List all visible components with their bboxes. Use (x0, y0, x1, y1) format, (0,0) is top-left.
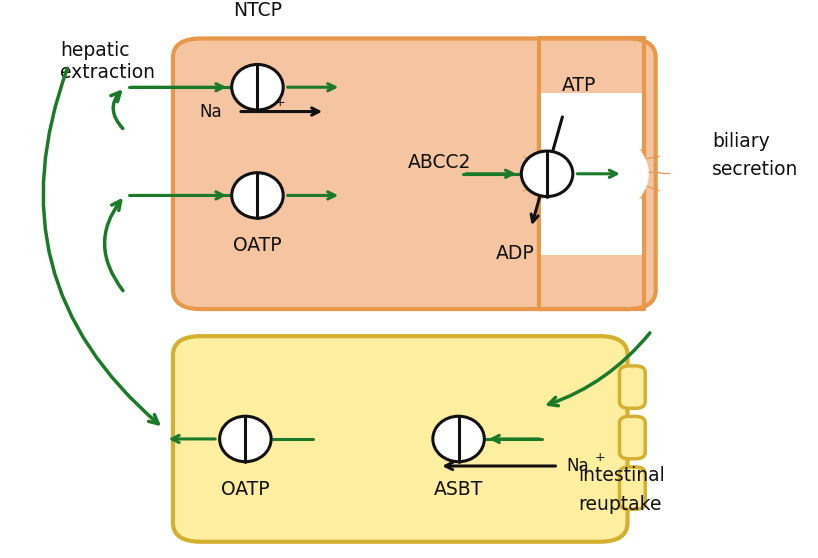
Ellipse shape (433, 416, 484, 461)
Text: NTCP: NTCP (233, 1, 282, 20)
Text: secretion: secretion (712, 160, 798, 179)
Ellipse shape (534, 129, 649, 218)
Text: extraction: extraction (61, 63, 155, 82)
Polygon shape (523, 157, 568, 170)
Polygon shape (582, 140, 600, 160)
Bar (541, 93, 642, 149)
Text: ADP: ADP (496, 244, 534, 263)
Polygon shape (615, 157, 659, 170)
Polygon shape (624, 170, 670, 177)
Text: intestinal: intestinal (578, 466, 665, 485)
Text: reuptake: reuptake (578, 494, 662, 513)
Polygon shape (513, 170, 559, 177)
Polygon shape (523, 177, 568, 191)
Text: +: + (274, 97, 285, 109)
Ellipse shape (521, 151, 573, 196)
Text: ASBT: ASBT (434, 479, 483, 498)
Text: OATP: OATP (221, 479, 270, 498)
Polygon shape (582, 188, 600, 208)
Text: hepatic: hepatic (61, 41, 130, 60)
Circle shape (558, 151, 625, 196)
Polygon shape (600, 184, 631, 204)
Bar (541, 199, 642, 255)
Ellipse shape (220, 416, 271, 461)
Text: Na: Na (200, 103, 222, 121)
FancyBboxPatch shape (173, 39, 656, 309)
Text: biliary: biliary (712, 132, 770, 151)
FancyBboxPatch shape (173, 336, 627, 542)
FancyBboxPatch shape (619, 416, 645, 459)
Text: ABCC2: ABCC2 (408, 153, 471, 172)
Polygon shape (552, 144, 582, 163)
FancyBboxPatch shape (619, 467, 645, 509)
Text: Na: Na (566, 457, 589, 475)
Polygon shape (600, 144, 631, 163)
Text: +: + (595, 451, 605, 464)
Ellipse shape (231, 65, 283, 110)
FancyBboxPatch shape (619, 366, 645, 408)
Text: OATP: OATP (233, 236, 281, 255)
Text: ATP: ATP (562, 76, 596, 95)
Ellipse shape (231, 173, 283, 218)
Polygon shape (552, 184, 582, 204)
Polygon shape (615, 177, 659, 191)
